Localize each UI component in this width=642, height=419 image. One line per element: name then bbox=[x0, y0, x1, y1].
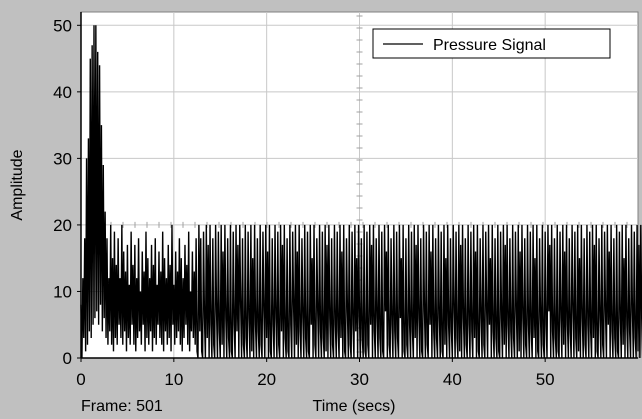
legend[interactable]: Pressure Signal bbox=[372, 28, 611, 59]
y-tick-label-30: 30 bbox=[53, 149, 72, 168]
x-tick-label-10: 10 bbox=[164, 370, 183, 389]
x-tick-label-50: 50 bbox=[536, 370, 555, 389]
y-axis-title: Amplitude bbox=[9, 149, 26, 220]
axes bbox=[77, 12, 638, 362]
x-tick-labels: 0 10 20 30 40 50 bbox=[76, 370, 554, 389]
x-axis-title: Time (secs) bbox=[313, 398, 396, 415]
legend-label-pressure-signal: Pressure Signal bbox=[433, 37, 546, 54]
x-tick-label-0: 0 bbox=[76, 370, 85, 389]
frame-readout: Frame: 501 bbox=[81, 398, 163, 415]
y-tick-labels: 0 10 20 30 40 50 bbox=[53, 16, 72, 368]
y-tick-label-20: 20 bbox=[53, 216, 72, 235]
y-tick-label-10: 10 bbox=[53, 282, 72, 301]
y-tick-label-0: 0 bbox=[63, 349, 72, 368]
y-tick-label-40: 40 bbox=[53, 83, 72, 102]
x-tick-label-30: 30 bbox=[350, 370, 369, 389]
x-tick-label-40: 40 bbox=[443, 370, 462, 389]
y-tick-label-50: 50 bbox=[53, 16, 72, 35]
x-tick-label-20: 20 bbox=[257, 370, 276, 389]
